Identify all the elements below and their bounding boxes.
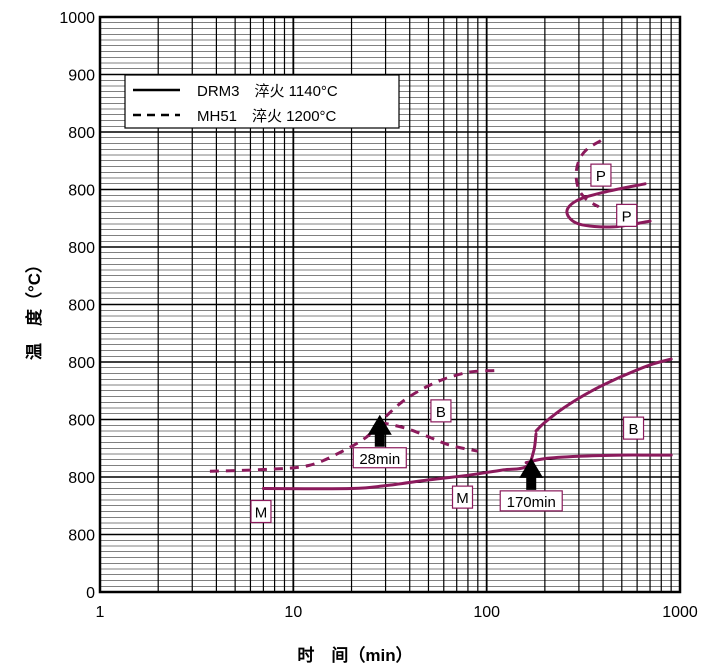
region-label: B — [436, 404, 446, 421]
x-tick-label: 1 — [96, 604, 105, 621]
y-tick-label: 800 — [68, 413, 95, 430]
region-label-box — [250, 499, 272, 524]
x-tick-label: 1000 — [662, 604, 698, 621]
region-label-box — [451, 485, 474, 509]
y-axis-label: 温 度（°C） — [24, 256, 44, 360]
y-tick-label: 800 — [68, 298, 95, 315]
y-tick-label: 800 — [68, 183, 95, 200]
legend-box — [124, 74, 400, 129]
y-tick-labels: 0 800 800 800 800 800 800 800 800 900 1000 — [59, 10, 95, 602]
curve-mh51-b-lower — [379, 420, 479, 453]
y-tick-label: 800 — [68, 470, 95, 487]
curve-drm3-b-upper — [534, 357, 673, 433]
region-label: B — [629, 421, 639, 438]
y-tick-label: 800 — [68, 355, 95, 372]
x-tick-label: 100 — [473, 604, 500, 621]
y-tick-label: 800 — [68, 528, 95, 545]
region-label-box — [622, 416, 645, 440]
curves — [209, 139, 673, 491]
annotation-box — [352, 447, 407, 469]
y-tick-label: 800 — [68, 125, 95, 142]
region-label-box — [616, 203, 638, 227]
annotation-label: 28min — [359, 451, 400, 468]
curve-drm3-b-lower — [524, 453, 673, 465]
curve-mh51-p — [574, 139, 602, 209]
y-tick-label: 900 — [68, 68, 95, 85]
annotation-arrow — [367, 414, 392, 447]
region-label: M — [255, 505, 268, 522]
region-label: P — [596, 168, 606, 185]
curve-drm3-p — [565, 182, 652, 229]
y-tick-label: 800 — [68, 240, 95, 257]
annotation-label: 170min — [507, 494, 556, 511]
annotation-arrow — [519, 457, 544, 490]
plot-frame — [98, 15, 682, 594]
y-tick-label: 1000 — [59, 10, 95, 27]
annotation-box — [499, 490, 563, 512]
curve-mh51-b-upper — [209, 369, 495, 473]
region-label-box — [430, 399, 452, 423]
legend: DRM3 淬火 1140°C MH51 淬火 1200°C — [124, 74, 400, 129]
region-label: P — [622, 208, 632, 225]
x-axis-label: 时 间（min） — [297, 645, 412, 665]
curve-drm3-m — [261, 432, 538, 491]
region-label-box — [590, 163, 612, 187]
x-tick-labels: 1 10 100 1000 — [96, 604, 698, 621]
region-label: M — [456, 490, 469, 507]
annotations: 28min 170min — [352, 414, 563, 512]
legend-label-mh51: MH51 淬火 1200°C — [197, 108, 337, 125]
region-labels: P P B B M M — [250, 163, 645, 524]
legend-label-drm3: DRM3 淬火 1140°C — [197, 83, 338, 100]
x-tick-label: 10 — [284, 604, 302, 621]
y-tick-label: 0 — [86, 585, 95, 602]
